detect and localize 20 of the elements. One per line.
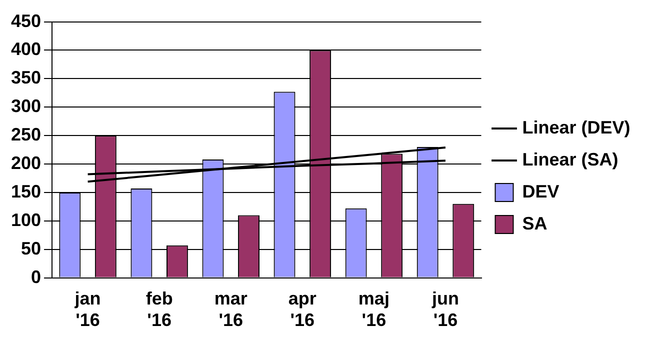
legend-label: Linear (DEV) — [522, 117, 630, 138]
y-tick-label: 100 — [10, 210, 42, 230]
y-tick-label: 250 — [10, 124, 42, 145]
legend-label: Linear (SA) — [522, 149, 618, 170]
x-tick-label: mar '16 — [214, 288, 248, 330]
y-tick-label: 350 — [10, 68, 42, 88]
legend-label: SA — [522, 213, 548, 234]
x-tick-label: maj '16 — [358, 288, 390, 330]
x-tick-label: jun '16 — [430, 288, 459, 330]
y-tick-label: 400 — [10, 39, 42, 60]
x-tick-label: apr '16 — [288, 288, 316, 330]
y-tick-label: 150 — [10, 181, 42, 202]
y-tick-label: 450 — [10, 10, 42, 31]
legend-label: DEV — [522, 181, 560, 202]
y-tick-label: 50 — [21, 238, 42, 258]
y-tick-label: 300 — [10, 96, 42, 116]
x-tick-label: jan '16 — [74, 288, 101, 330]
y-tick-label: 200 — [10, 152, 42, 173]
y-tick-label: 0 — [31, 266, 42, 287]
x-tick-label: feb '16 — [146, 288, 173, 330]
